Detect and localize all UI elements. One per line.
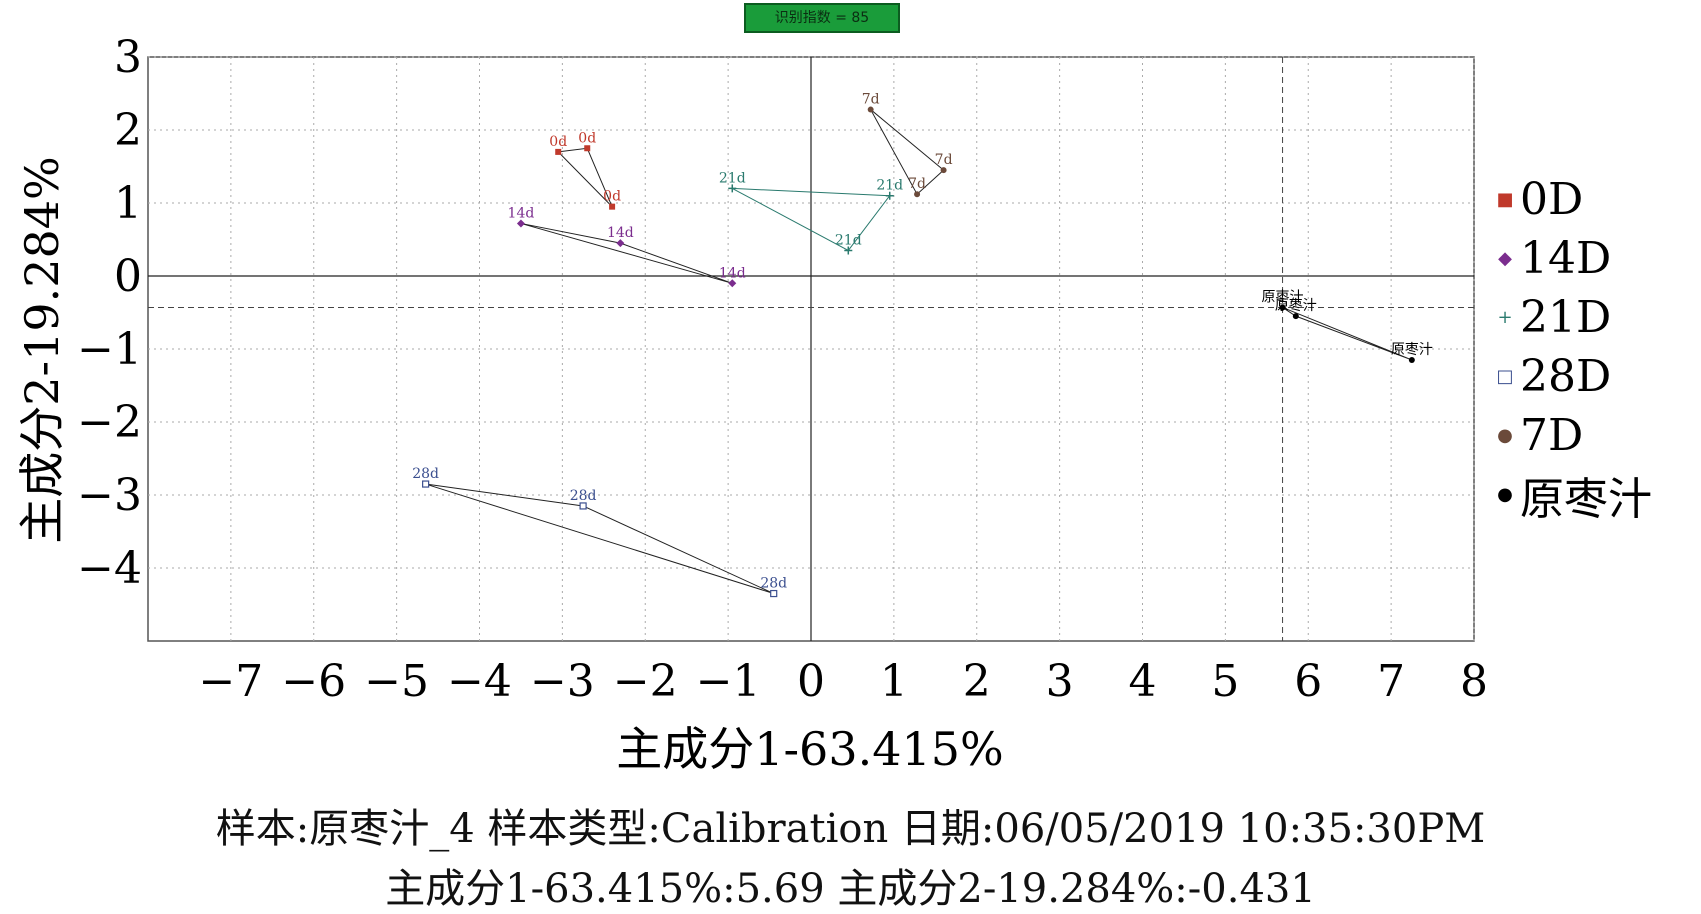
legend-marker-28d: □ [1496,366,1514,387]
legend-label-21d: 21D [1520,292,1612,343]
y-axis-label: 主成分2-19.284% [15,156,69,543]
data-point [770,589,778,598]
y-tick-label: −2 [77,397,142,448]
data-point [885,191,894,200]
caption-sample-info: 样本:原枣汁_4 样本类型:Calibration 日期:06/05/2019 … [215,806,1486,852]
point-label: 7d [908,176,926,192]
y-tick-label: 3 [114,32,142,83]
data-point [516,219,525,228]
x-tick-label: 8 [1460,656,1488,707]
point-label: 14d [719,265,746,281]
x-axis-label: 主成分1-63.415% [616,722,1003,776]
legend-item-14d: ◆ 14D [1490,229,1652,288]
x-tick-label: −6 [281,656,346,707]
data-point [728,279,737,288]
series-outline [557,147,613,208]
legend: ■ 0D ◆ 14D + 21D □ 28D ● 7D ● 原枣汁 [1490,170,1652,525]
point-label: 0d [603,189,621,205]
data-point [1279,304,1286,311]
x-tick-label: 0 [797,656,825,707]
point-label: 7d [862,92,880,108]
x-tick-label: 1 [880,656,908,707]
data-point [555,148,562,155]
point-label: 21d [719,170,746,186]
data-point [914,191,921,198]
point-label: 7d [935,152,953,168]
data-point [940,167,947,174]
point-label: 14d [607,225,634,241]
legend-item-original-juice: ● 原枣汁 [1490,465,1652,525]
y-tick-label: −3 [77,470,142,521]
y-tick-label: 1 [114,178,142,229]
legend-label-28d: 28D [1520,351,1612,402]
data-point [867,106,874,113]
legend-item-28d: □ 28D [1490,347,1652,406]
y-tick-label: −4 [77,543,142,594]
data-point [728,184,737,193]
x-tick-label: −1 [696,656,761,707]
point-label: 21d [876,178,903,194]
x-tick-label: −2 [613,656,678,707]
legend-marker-14d: ◆ [1498,248,1512,269]
legend-marker-0d: ■ [1496,189,1514,210]
x-tick-label: −7 [198,656,263,707]
data-point [584,145,591,152]
point-label: 0d [578,130,596,146]
point-label: 28d [570,488,597,504]
point-label: 14d [508,205,535,221]
series-outline [870,109,945,196]
x-tick-label: −5 [364,656,429,707]
data-point [844,246,853,255]
y-tick-label: 2 [114,105,142,156]
series-outline [520,222,733,284]
legend-item-7d: ● 7D [1490,406,1652,465]
data-point [616,239,625,248]
x-tick-label: 5 [1211,656,1239,707]
legend-marker-original-juice: ● [1497,484,1513,505]
data-point [1408,356,1415,363]
series-outline [732,187,891,252]
caption-coordinates: 主成分1-63.415%:5.69 主成分2-19.284%:-0.431 [385,866,1316,912]
point-label: 原枣汁 [1275,298,1317,314]
legend-marker-21d: + [1497,307,1513,328]
x-tick-label: 3 [1046,656,1074,707]
point-label: 原枣汁 [1262,289,1304,305]
data-point [579,502,587,510]
point-label: 28d [412,466,439,482]
legend-label-0d: 0D [1520,174,1584,225]
x-tick-label: 4 [1129,656,1157,707]
point-label: 原枣汁 [1391,342,1433,358]
x-tick-label: −3 [530,656,595,707]
y-tick-label: 0 [114,251,142,302]
legend-label-7d: 7D [1520,410,1584,461]
series-outline [425,483,774,595]
legend-item-0d: ■ 0D [1490,170,1652,229]
data-point [422,480,430,488]
x-tick-label: 7 [1377,656,1405,707]
legend-label-original-juice: 原枣汁 [1520,473,1652,525]
series-outline [1282,306,1413,361]
legend-label-14d: 14D [1520,233,1612,284]
legend-marker-7d: ● [1497,425,1513,446]
point-label: 0d [549,134,567,150]
x-tick-label: −4 [447,656,512,707]
x-tick-label: 2 [963,656,991,707]
point-label: 21d [835,232,862,248]
recognition-index-badge: 识别指数 = 85 [744,3,900,33]
x-tick-label: 6 [1294,656,1322,707]
point-label: 28d [760,576,787,592]
data-point [609,203,616,210]
data-point [1292,313,1299,320]
y-tick-label: −1 [77,324,142,375]
legend-item-21d: + 21D [1490,288,1652,347]
